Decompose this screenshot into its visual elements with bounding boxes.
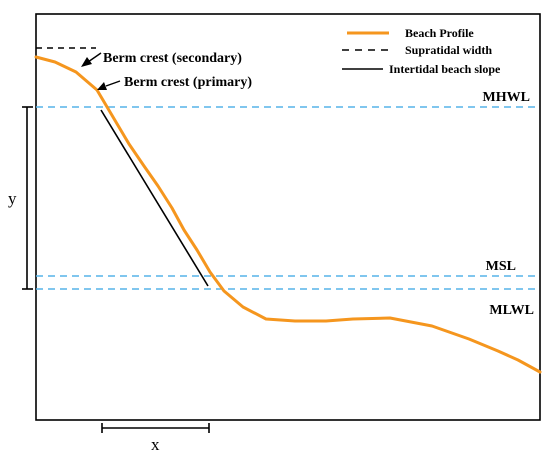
intertidal-slope-line (100, 109, 209, 287)
berm-primary-label: Berm crest (primary) (124, 75, 252, 90)
plot-frame (35, 13, 541, 421)
berm-secondary-label: Berm crest (secondary) (103, 51, 242, 66)
berm-secondary-arrowhead (81, 57, 92, 67)
msl-label: MSL (486, 259, 516, 274)
y-dimension-label: y (8, 189, 17, 208)
berm-secondary-arrow (87, 52, 102, 63)
mlwl-label: MLWL (489, 303, 534, 318)
legend-supratidal-label: Supratidal width (405, 43, 492, 57)
berm-primary-arrowhead (97, 82, 107, 90)
beach-profile-line (34, 55, 542, 374)
legend-intertidal-label: Intertidal beach slope (389, 62, 501, 76)
legend: Beach Profile Supratidal width Intertida… (342, 26, 501, 76)
berm-primary-arrow (105, 80, 121, 87)
legend-beach-profile-label: Beach Profile (405, 26, 474, 40)
x-dimension-label: x (151, 435, 160, 454)
mhwl-label: MHWL (483, 90, 530, 105)
